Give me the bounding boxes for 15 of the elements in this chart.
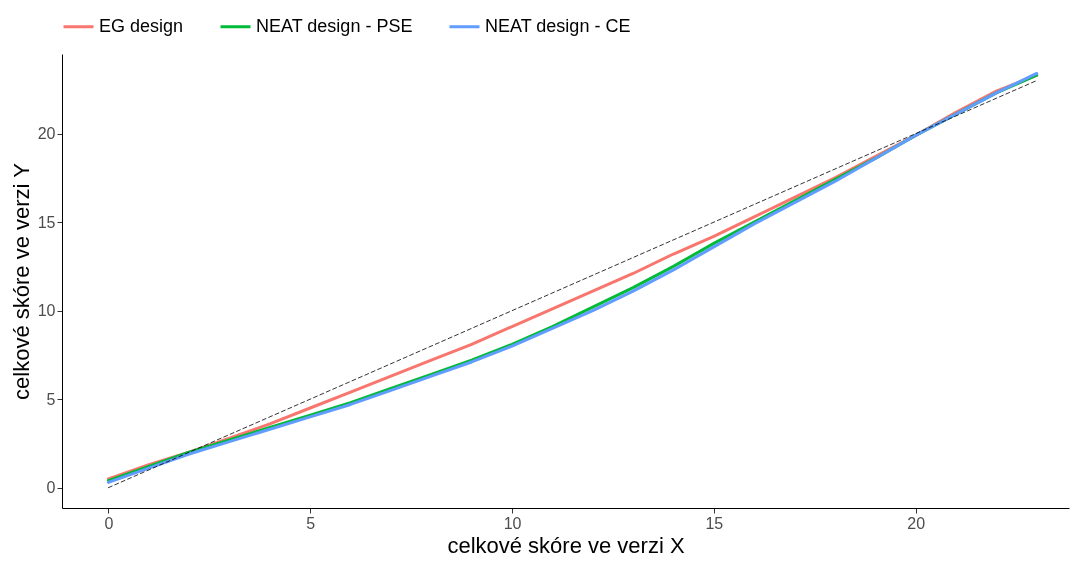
- y-tick-label: 15: [37, 213, 56, 231]
- y-tick-label: 10: [37, 302, 56, 320]
- x-tick-label: 15: [705, 514, 724, 532]
- x-tick-label: 0: [104, 514, 114, 532]
- legend-label: EG design: [99, 15, 184, 36]
- x-tick-label: 20: [907, 514, 926, 532]
- x-tick-label: 10: [503, 514, 522, 532]
- x-tick-label: 5: [306, 514, 316, 532]
- y-tick-label: 5: [46, 390, 56, 408]
- x-axis-title: celkové skóre ve verzi X: [447, 532, 685, 558]
- legend-label: NEAT design - PSE: [256, 15, 413, 36]
- y-tick-label: 20: [37, 125, 56, 143]
- y-tick-label: 0: [46, 479, 56, 497]
- y-axis-title: celkové skóre ve verzi Y: [8, 162, 34, 400]
- legend-label: NEAT design - CE: [485, 15, 631, 36]
